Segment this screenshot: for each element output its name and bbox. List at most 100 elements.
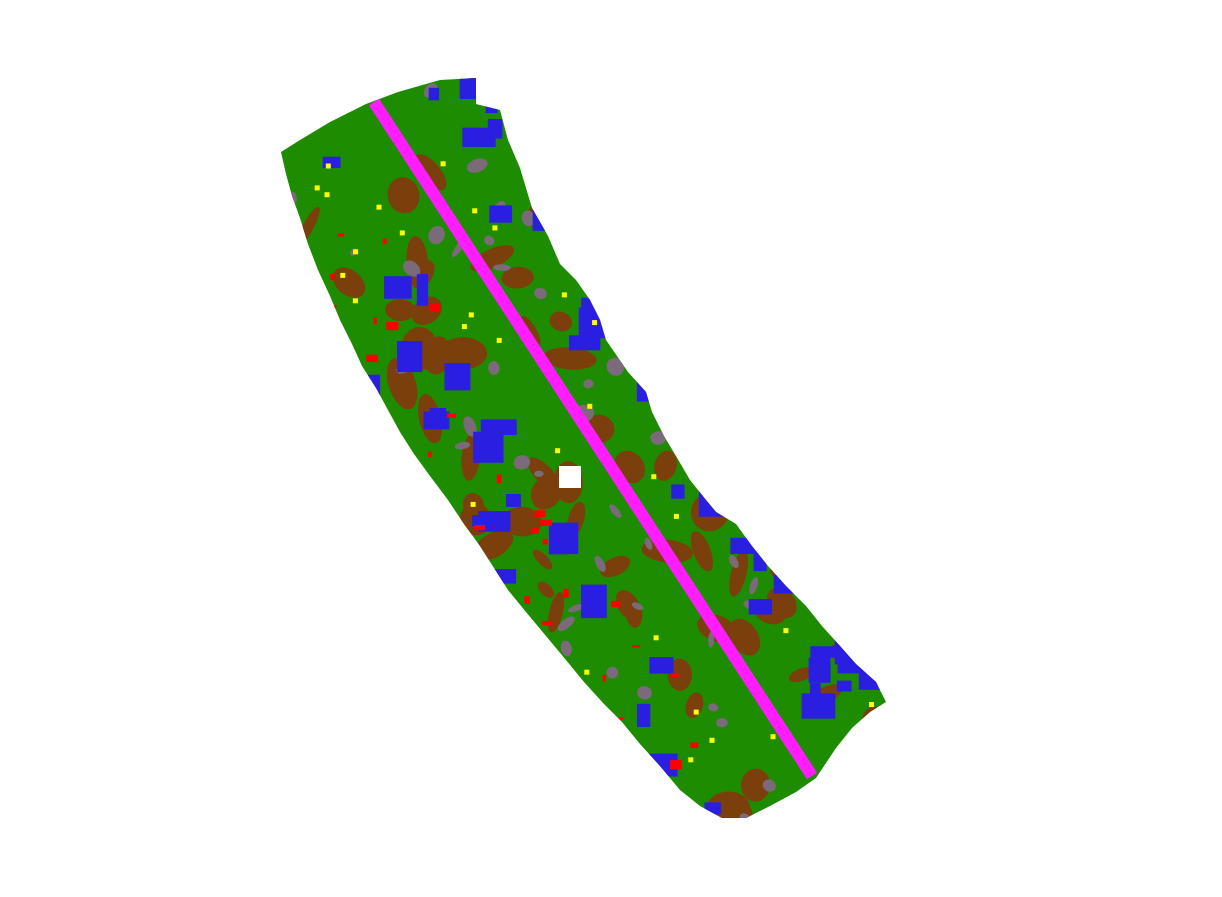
building-patch xyxy=(344,374,381,396)
road-centerline xyxy=(368,98,818,780)
clutter-patch xyxy=(337,233,345,237)
building-patch xyxy=(637,703,651,727)
low-surface-patch xyxy=(428,225,445,245)
vehicle-patch xyxy=(799,570,805,576)
bare-ground-patch xyxy=(543,347,597,370)
bare-ground-patch xyxy=(501,266,534,289)
clutter-patch xyxy=(373,317,377,325)
vehicle-patch xyxy=(693,709,699,715)
clutter-patch xyxy=(542,538,548,545)
clutter-patch xyxy=(331,305,337,309)
building-patch xyxy=(730,537,754,554)
bare-ground-patch xyxy=(712,793,751,818)
bare-ground-patch xyxy=(563,215,606,236)
clutter-patch xyxy=(881,649,886,653)
no-data-square xyxy=(559,466,581,488)
clutter-patch xyxy=(670,673,679,678)
clutter-patch xyxy=(669,760,682,770)
clutter-patch xyxy=(474,525,486,531)
vehicle-patch xyxy=(673,513,679,519)
low-surface-patch xyxy=(587,207,595,216)
vehicle-patch xyxy=(863,725,869,730)
clutter-patch xyxy=(563,588,569,598)
building-patch xyxy=(618,209,633,234)
low-surface-patch xyxy=(762,779,776,792)
building-patch xyxy=(494,569,517,584)
vehicle-patch xyxy=(653,635,659,641)
low-surface-patch xyxy=(804,568,820,580)
building-patch xyxy=(569,335,601,351)
vehicle-patch xyxy=(878,683,884,689)
building-patch xyxy=(638,812,658,818)
building-patch xyxy=(801,693,836,719)
building-patch xyxy=(738,486,773,504)
clutter-patch xyxy=(366,354,378,363)
building-patch xyxy=(416,274,429,306)
vehicle-patch xyxy=(869,702,874,707)
vehicle-patch xyxy=(838,600,843,606)
building-patch xyxy=(723,437,741,471)
building-patch xyxy=(537,191,569,219)
vehicle-patch xyxy=(691,416,697,422)
bare-ground-patch xyxy=(453,9,500,71)
building-patch xyxy=(384,276,412,299)
building-patch xyxy=(560,231,584,243)
bare-ground-patch xyxy=(563,195,591,229)
building-patch xyxy=(809,683,821,701)
bare-ground-patch xyxy=(740,768,771,802)
building-patch xyxy=(506,494,521,507)
building-patch xyxy=(646,283,663,308)
bare-ground-patch xyxy=(745,481,783,503)
low-surface-patch xyxy=(256,177,271,193)
building-patch xyxy=(674,373,689,390)
building-patch xyxy=(510,104,521,129)
low-surface-patch xyxy=(463,416,477,437)
building-patch xyxy=(485,81,498,113)
building-patch xyxy=(643,247,670,262)
bare-ground-patch xyxy=(690,531,714,572)
building-patch xyxy=(459,78,493,99)
clutter-patch xyxy=(382,238,387,244)
low-surface-patch xyxy=(656,312,669,326)
vehicle-patch xyxy=(561,292,567,298)
bare-ground-patch xyxy=(654,450,677,481)
low-surface-patch xyxy=(606,357,625,376)
low-surface-patch xyxy=(824,601,836,619)
clutter-patch xyxy=(330,273,335,281)
low-surface-patch xyxy=(466,158,488,173)
low-surface-patch xyxy=(708,631,715,648)
bare-ground-patch xyxy=(387,177,420,214)
low-surface-patch xyxy=(801,589,809,598)
low-surface-patch xyxy=(609,504,622,518)
building-patch xyxy=(858,665,886,690)
bare-ground-patch xyxy=(532,549,553,570)
bare-ground-patch xyxy=(728,618,761,656)
vehicle-patch xyxy=(651,319,657,325)
building-patch xyxy=(676,810,713,818)
building-patch xyxy=(808,657,831,683)
bare-ground-patch xyxy=(549,311,572,332)
clutter-patch xyxy=(429,303,440,312)
vehicle-patch xyxy=(700,845,705,850)
vehicle-patch xyxy=(470,501,476,507)
building-patch xyxy=(429,408,447,418)
low-surface-patch xyxy=(560,640,572,657)
vehicle-patch xyxy=(496,337,502,343)
building-patch xyxy=(834,639,856,665)
vehicle-patch xyxy=(618,282,624,288)
road-line xyxy=(368,98,818,780)
low-surface-patch xyxy=(749,422,762,433)
building-patch xyxy=(568,158,592,170)
low-surface-patch xyxy=(513,455,531,470)
vehicle-patch xyxy=(587,403,593,409)
bare-ground-patch xyxy=(281,191,291,232)
vehicle-patch xyxy=(709,737,715,743)
low-surface-patch xyxy=(836,598,851,616)
vehicle-patch xyxy=(555,448,561,454)
vehicle-patch xyxy=(399,230,405,236)
low-surface-patch xyxy=(716,717,728,728)
building-patch xyxy=(773,574,795,594)
clutter-patch xyxy=(856,631,860,636)
building-patch xyxy=(840,603,858,616)
bare-ground-patch xyxy=(729,550,749,597)
